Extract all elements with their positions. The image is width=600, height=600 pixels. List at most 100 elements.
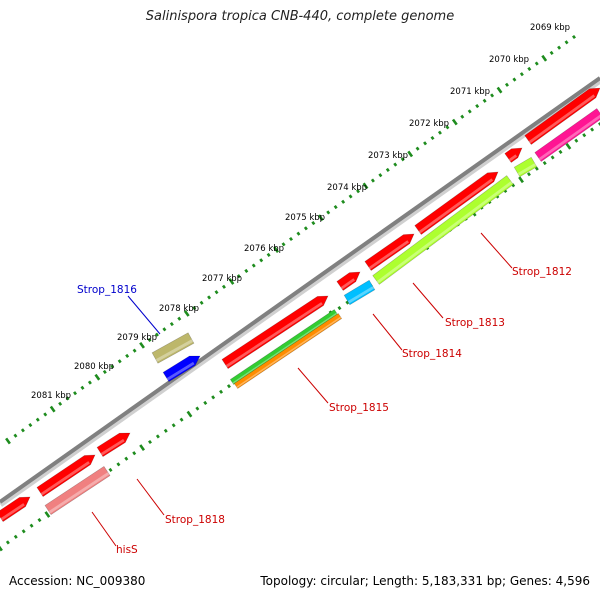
features bbox=[0, 87, 600, 522]
gene-label[interactable]: Strop_1813 bbox=[445, 317, 505, 329]
tick-mark bbox=[117, 359, 122, 364]
tick-mark bbox=[598, 122, 600, 127]
cds-feature-top bbox=[534, 108, 600, 162]
tick-mark bbox=[44, 511, 51, 518]
label-connector bbox=[136, 478, 165, 516]
tick-mark bbox=[219, 389, 224, 394]
label-connector bbox=[127, 295, 161, 335]
tick-mark bbox=[211, 395, 216, 400]
tick-mark bbox=[116, 462, 121, 467]
tick-label: 2072 kbp bbox=[409, 119, 449, 129]
tick-mark bbox=[445, 125, 450, 130]
cds-feature bbox=[0, 496, 31, 522]
tick-mark bbox=[356, 189, 361, 194]
cds-feature bbox=[96, 432, 131, 458]
tick-mark bbox=[125, 353, 130, 359]
gene-label[interactable]: hisS bbox=[116, 544, 138, 556]
strop-1812-feature bbox=[372, 175, 514, 285]
tick-mark bbox=[155, 434, 160, 439]
tick-mark bbox=[244, 268, 249, 273]
tick-mark bbox=[177, 316, 182, 321]
tick-label: 2081 kbp bbox=[31, 391, 71, 401]
gene-labels: Strop_1812 Strop_1813 Strop_1814 Strop_1815… bbox=[77, 266, 572, 556]
gene-label[interactable]: Strop_1818 bbox=[165, 514, 225, 526]
cds-feature bbox=[336, 271, 361, 291]
tick-label: 2078 kbp bbox=[159, 304, 199, 314]
tick-mark bbox=[333, 205, 338, 210]
tick-mark bbox=[526, 172, 531, 177]
map-title: Salinispora tropica CNB-440, complete ge… bbox=[145, 9, 455, 24]
tick-mark bbox=[132, 451, 137, 456]
tick-mark bbox=[108, 467, 113, 472]
tick-mark bbox=[534, 61, 539, 66]
tick-mark bbox=[139, 341, 145, 349]
tick-mark bbox=[565, 142, 572, 150]
tick-mark bbox=[29, 523, 34, 528]
tick-mark bbox=[236, 274, 241, 279]
tick-mark bbox=[467, 109, 472, 114]
tick-label: 2070 kbp bbox=[489, 55, 529, 65]
label-connector bbox=[297, 367, 329, 404]
tick-mark bbox=[518, 176, 524, 184]
tick-mark bbox=[110, 364, 115, 369]
tick-mark bbox=[58, 401, 63, 406]
tick-mark bbox=[148, 439, 152, 445]
tick-mark bbox=[451, 118, 458, 126]
tick-mark bbox=[281, 242, 286, 247]
tick-mark bbox=[154, 332, 159, 337]
tick-label: 2080 kbp bbox=[74, 362, 114, 372]
tick-mark bbox=[102, 369, 107, 374]
tick-mark bbox=[475, 104, 480, 109]
cds-feature bbox=[414, 171, 499, 235]
tick-mark bbox=[341, 199, 346, 204]
tick-mark bbox=[195, 406, 200, 411]
tick-mark bbox=[362, 182, 369, 190]
strop-1812-feature-small bbox=[513, 156, 538, 178]
gene-label[interactable]: Strop_1814 bbox=[402, 348, 462, 360]
tick-mark bbox=[550, 155, 555, 160]
tick-mark bbox=[221, 284, 226, 289]
tick-mark bbox=[541, 54, 548, 62]
tick-mark bbox=[251, 263, 256, 268]
strop-1816-feature-b bbox=[162, 355, 201, 383]
tick-mark bbox=[0, 545, 3, 552]
gene-label[interactable]: Strop_1815 bbox=[329, 402, 389, 414]
tick-mark bbox=[28, 422, 33, 428]
tick-mark bbox=[378, 173, 383, 178]
tick-mark bbox=[139, 444, 146, 451]
tick-mark bbox=[273, 246, 280, 253]
label-connector bbox=[480, 232, 513, 269]
strop-1816-feature-a bbox=[151, 332, 195, 364]
tick-mark bbox=[169, 321, 174, 327]
tick-mark bbox=[13, 534, 18, 539]
tick-mark bbox=[460, 114, 465, 119]
tick-mark bbox=[558, 149, 563, 154]
gene-label[interactable]: Strop_1816 bbox=[77, 284, 137, 296]
tick-mark bbox=[542, 160, 547, 166]
tick-mark bbox=[534, 166, 539, 171]
gene-label[interactable]: Strop_1812 bbox=[512, 266, 572, 278]
tick-mark bbox=[519, 72, 524, 77]
genome-backbone bbox=[0, 76, 600, 504]
tick-mark bbox=[574, 138, 579, 143]
tick-mark bbox=[337, 306, 342, 311]
tick-mark bbox=[207, 295, 212, 300]
tick-mark bbox=[179, 417, 184, 422]
tick-mark bbox=[49, 405, 56, 413]
tick-mark bbox=[147, 337, 152, 343]
tick-mark bbox=[132, 348, 137, 353]
tick-mark bbox=[557, 45, 562, 50]
tick-label: 2076 kbp bbox=[244, 244, 284, 254]
label-connector bbox=[412, 282, 444, 319]
tick-mark bbox=[370, 178, 375, 183]
tick-mark bbox=[80, 385, 85, 390]
cds-feature bbox=[36, 454, 96, 497]
tick-mark bbox=[423, 141, 428, 146]
tick-label: 2077 kbp bbox=[202, 274, 242, 284]
tick-mark bbox=[162, 327, 167, 332]
tick-mark bbox=[348, 194, 353, 199]
tick-label: 2071 kbp bbox=[450, 87, 490, 97]
tick-mark bbox=[43, 412, 48, 417]
tick-mark bbox=[296, 231, 301, 236]
